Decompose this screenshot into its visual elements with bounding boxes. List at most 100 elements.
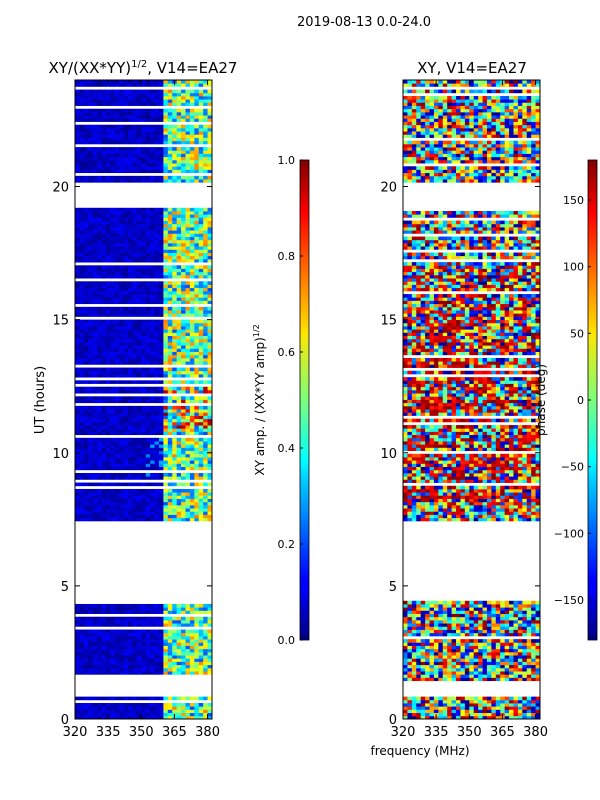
heatmap-cell [145,236,151,241]
heatmap-cell [119,335,125,340]
heatmap-cell [123,332,129,336]
heatmap-cell [194,696,200,701]
heatmap-cell [203,463,208,467]
heatmap-cell [128,373,133,378]
heatmap-cell [429,677,435,682]
heatmap-cell [154,667,160,672]
heatmap-cell [141,642,147,646]
heatmap-cell [110,396,116,400]
heatmap-cell [105,386,111,391]
heatmap-cell [145,329,151,333]
heatmap-cell [167,386,173,391]
heatmap-cell [416,696,422,701]
heatmap-cell [185,341,191,346]
heatmap-cell [132,329,138,333]
heatmap-cell [97,220,102,225]
heatmap-cell [79,306,85,311]
heatmap-cell [101,140,107,145]
heatmap-cell [128,409,133,413]
heatmap-cell [105,223,111,228]
heatmap-cell [451,671,457,675]
x-tick-label: 365 [162,725,187,740]
heatmap-cell [119,501,125,506]
heatmap-cell [123,258,129,263]
heatmap-cell [105,472,111,477]
heatmap-cell [176,284,182,289]
heatmap-cell [198,220,204,225]
heatmap-cell [141,712,147,717]
heatmap-cell [101,457,107,461]
heatmap-cell [79,108,85,113]
heatmap-cell [167,220,173,225]
heatmap-cell [88,504,94,509]
heatmap-cell [119,367,125,372]
heatmap-cell [114,297,120,301]
heatmap-cell [105,619,111,624]
heatmap-cell [500,632,506,637]
heatmap-cell [473,661,479,666]
heatmap-cell [105,421,111,426]
heatmap-cell [509,648,514,653]
heatmap-cell [158,124,164,129]
heatmap-cell [473,677,479,682]
heatmap-cell [119,399,125,404]
heatmap-cell [79,386,85,391]
heatmap-cell [509,661,514,666]
heatmap-cell [189,664,195,669]
heatmap-cell [154,300,160,305]
heatmap-cell [79,357,85,362]
heatmap-cell [75,345,80,349]
heatmap-cell [172,651,178,656]
heatmap-cell [110,399,116,404]
heatmap-cell [141,715,147,719]
heatmap-cell [163,651,169,656]
heatmap-cell [136,709,142,714]
heatmap-cell [128,297,133,301]
heatmap-cell [105,348,111,352]
heatmap-cell [181,357,186,362]
heatmap-cell [491,677,497,682]
heatmap-cell [136,217,142,221]
heatmap-cell [136,326,142,330]
heatmap-cell [88,431,94,436]
heatmap-cell [141,83,147,87]
heatmap-cell [83,460,89,464]
heatmap-cell [97,249,102,253]
heatmap-cell [194,163,200,167]
heatmap-cell [176,345,182,349]
heatmap-cell [194,373,200,378]
heatmap-cell [119,667,125,672]
heatmap-cell [198,274,204,279]
heatmap-cell [145,389,151,394]
heatmap-cell [145,159,151,164]
heatmap-cell [150,508,155,512]
heatmap-cell [75,696,80,701]
heatmap-cell [75,703,80,707]
heatmap-cell [114,472,120,477]
heatmap-cell [526,715,532,719]
heatmap-cell [105,447,111,452]
heatmap-cell [92,603,98,608]
heatmap-cell [158,632,164,637]
heatmap-cell [207,623,212,627]
heatmap-cell [442,667,448,672]
heatmap-cell [189,137,195,142]
heatmap-cell [163,655,169,659]
heatmap-cell [189,297,195,301]
heatmap-cell [88,412,94,416]
heatmap-cell [456,642,461,646]
heatmap-cell [88,338,94,343]
heatmap-cell [141,703,147,707]
heatmap-cell [92,271,98,276]
heatmap-cell [433,677,439,682]
heatmap-cell [522,655,528,659]
heatmap-cell [203,354,208,359]
heatmap-cell [198,476,204,480]
heatmap-cell [194,405,200,410]
heatmap-cell [150,345,155,349]
heatmap-cell [83,239,89,244]
heatmap-cell [478,645,483,650]
heatmap-cell [145,412,151,416]
heatmap-cell [79,412,85,416]
heatmap-cell [442,629,448,634]
